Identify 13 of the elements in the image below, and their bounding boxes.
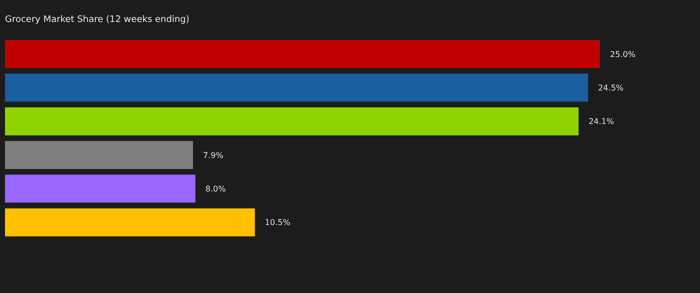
bar xyxy=(5,141,194,169)
chart-title: Grocery Market Share (12 weeks ending) xyxy=(4,14,190,27)
bar xyxy=(5,208,255,236)
bar xyxy=(5,174,196,203)
bar xyxy=(5,107,579,136)
bar xyxy=(5,74,588,102)
bar xyxy=(5,40,600,68)
data-label: 25.0% xyxy=(610,50,636,59)
data-label: 24.5% xyxy=(598,84,624,93)
data-label: 24.1% xyxy=(588,117,614,126)
data-label: 10.5% xyxy=(264,218,291,228)
data-label: 7.9% xyxy=(203,150,224,160)
data-label: 8.0% xyxy=(205,184,226,194)
